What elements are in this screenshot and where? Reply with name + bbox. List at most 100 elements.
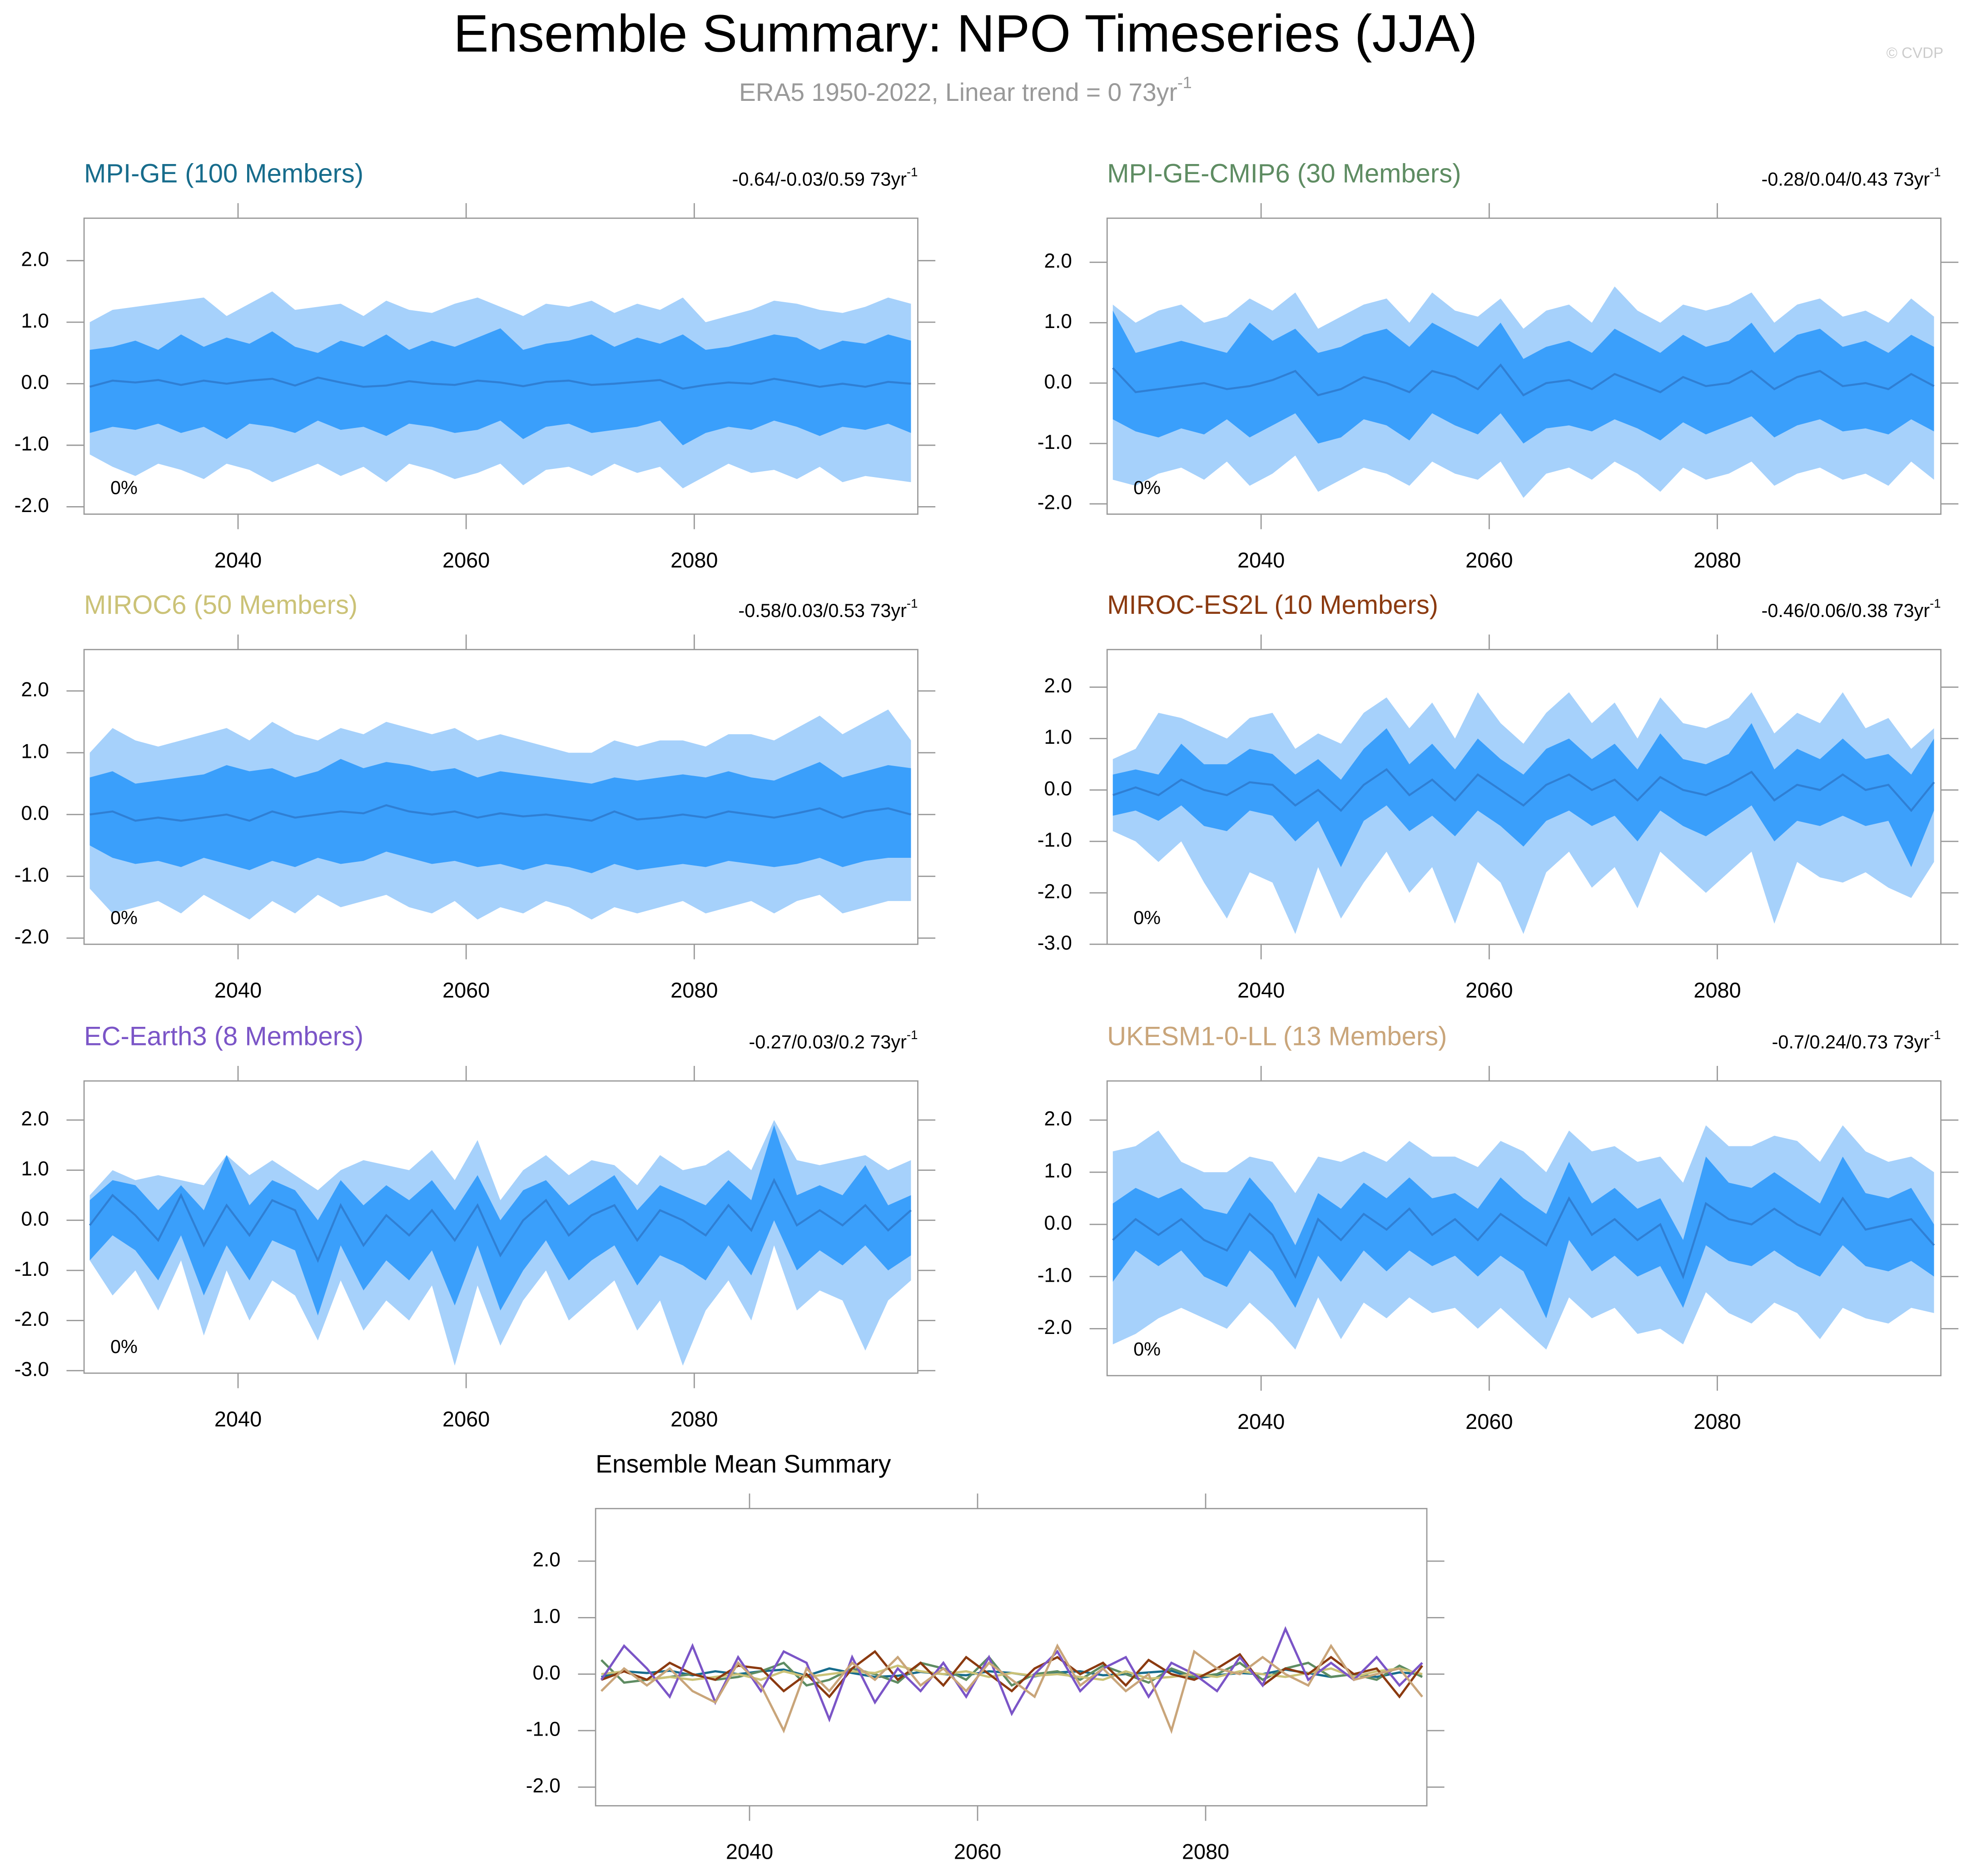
subtitle-sup: -1	[1177, 74, 1192, 92]
x-tick-label: 2040	[1237, 1410, 1285, 1433]
plot-frame	[83, 1080, 918, 1374]
trend-text: -0.46/0.06/0.38 73yr	[1762, 600, 1930, 621]
panel: 0% EC-Earth3 (8 Members) -0.27/0.03/0.2 73…	[15, 1022, 936, 1431]
note: 0%	[110, 477, 138, 498]
y-tick-label: 0.0	[21, 802, 49, 824]
trend-sup: -1	[1930, 165, 1941, 179]
y-tick-label: 2.0	[1044, 250, 1072, 272]
panel-title: UKESM1-0-LL (13 Members)	[1107, 1022, 1447, 1051]
y-tick-label: -1.0	[1038, 829, 1072, 851]
trend-annotation: -0.64/-0.03/0.59 73yr-1	[732, 165, 918, 189]
ensemble-mean-line	[601, 1650, 1424, 1699]
y-tick-label: 0.0	[532, 1662, 560, 1684]
plot-frame	[1106, 217, 1942, 515]
panel-title: Ensemble Mean Summary	[596, 1450, 891, 1478]
x-tick-label: 2060	[954, 1840, 1001, 1864]
y-tick-label: -2.0	[1038, 881, 1072, 903]
panel: 0% MPI-GE-CMIP6 (30 Members) -0.28/0.04/0.…	[1038, 159, 1959, 572]
y-tick-label: 1.0	[1044, 726, 1072, 748]
y-tick-label: 2.0	[21, 248, 49, 270]
trend-annotation: -0.58/0.03/0.53 73yr-1	[738, 597, 918, 621]
y-tick-label: 0.0	[1044, 777, 1072, 800]
panel: 0% MPI-GE (100 Members) -0.64/-0.03/0.59 7…	[15, 159, 936, 572]
main-title: Ensemble Summary: NPO Timeseries (JJA)	[453, 4, 1477, 63]
note: 0%	[110, 1336, 138, 1357]
note: 0%	[1133, 1339, 1161, 1359]
note: 0%	[1133, 907, 1161, 928]
trend-sup: -1	[1930, 597, 1941, 611]
y-tick-label: -2.0	[15, 926, 49, 948]
x-tick-label: 2060	[1465, 979, 1513, 1002]
x-tick-label: 2080	[1693, 979, 1741, 1002]
y-tick-label: -2.0	[15, 1308, 49, 1330]
trend-text: -0.28/0.04/0.43 73yr	[1762, 169, 1930, 189]
panel-title: MIROC6 (50 Members)	[84, 591, 357, 620]
plot-frame	[83, 649, 918, 945]
mean-line	[1112, 768, 1935, 812]
y-tick-label: 1.0	[21, 740, 49, 762]
trend-text: -0.64/-0.03/0.59 73yr	[732, 169, 907, 189]
plot-frame	[1106, 1080, 1942, 1377]
y-tick-label: 0.0	[1044, 371, 1072, 393]
note: 0%	[110, 907, 138, 928]
ensemble-mean-line	[600, 1643, 1423, 1734]
y-tick-label: 2.0	[21, 1108, 49, 1130]
spread-band	[1112, 310, 1934, 444]
y-tick-label: -1.0	[15, 1258, 49, 1280]
x-tick-label: 2080	[1693, 1410, 1741, 1433]
panel: Ensemble Mean Summary 2.0 1.0 0.0 -1.0 -2.0 20…	[526, 1450, 1445, 1864]
y-tick-label: -3.0	[1038, 932, 1072, 954]
panel-title: MPI-GE (100 Members)	[84, 159, 363, 189]
subtitle: ERA5 1950-2022, Linear trend = 0 73yr-1	[739, 74, 1192, 106]
spread-band	[1112, 1156, 1934, 1319]
spread-band	[1112, 723, 1934, 867]
y-tick-label: 1.0	[21, 310, 49, 332]
spread-band	[89, 328, 911, 445]
ensemble-mean-line	[601, 1664, 1423, 1681]
trend-annotation: -0.7/0.24/0.73 73yr-1	[1772, 1028, 1941, 1052]
mean-line	[89, 376, 911, 390]
x-tick-label: 2040	[214, 548, 262, 572]
x-tick-label: 2040	[726, 1840, 773, 1864]
y-tick-label: 2.0	[532, 1549, 560, 1571]
mean-line	[89, 804, 911, 822]
panel: 0% MIROC-ES2L (10 Members) -0.46/0.06/0.38…	[1038, 591, 1959, 1002]
mean-line	[1112, 363, 1935, 397]
x-tick-label: 2080	[1693, 548, 1741, 572]
x-tick-label: 2040	[1237, 979, 1285, 1002]
x-tick-label: 2060	[1465, 548, 1513, 572]
plot-frame	[83, 217, 918, 515]
y-tick-label: -1.0	[526, 1718, 561, 1741]
x-tick-label: 2060	[442, 1408, 490, 1431]
trend-sup: -1	[907, 597, 918, 611]
x-tick-label: 2040	[214, 1408, 262, 1431]
panel: 0% MIROC6 (50 Members) -0.58/0.03/0.53 73y…	[15, 591, 936, 1002]
note: 0%	[1133, 477, 1161, 498]
plot-frame	[1106, 649, 1942, 945]
plot-frame	[595, 1508, 1428, 1806]
y-tick-label: -2.0	[15, 494, 49, 517]
x-tick-label: 2080	[670, 548, 718, 572]
trend-text: -0.27/0.03/0.2 73yr	[749, 1031, 907, 1052]
y-tick-label: -2.0	[1038, 492, 1072, 514]
y-tick-label: 0.0	[21, 1208, 49, 1230]
x-tick-label: 2040	[1237, 548, 1285, 572]
y-tick-label: 1.0	[21, 1158, 49, 1180]
x-tick-label: 2080	[1182, 1840, 1229, 1864]
x-tick-label: 2060	[1465, 1410, 1513, 1433]
watermark: © CVDP	[1887, 45, 1944, 61]
y-tick-label: 2.0	[1044, 675, 1072, 697]
panel-title: EC-Earth3 (8 Members)	[84, 1022, 363, 1051]
ensemble-mean-line	[600, 1626, 1423, 1723]
y-tick-label: -1.0	[1038, 431, 1072, 453]
subtitle-text: ERA5 1950-2022, Linear trend = 0 73yr	[739, 78, 1177, 106]
panel-title: MPI-GE-CMIP6 (30 Members)	[1107, 159, 1461, 189]
x-tick-label: 2080	[670, 979, 718, 1002]
trend-annotation: -0.28/0.04/0.43 73yr-1	[1762, 165, 1941, 189]
y-tick-label: 0.0	[1044, 1212, 1072, 1234]
mean-line	[89, 1178, 912, 1263]
y-tick-label: 0.0	[21, 371, 49, 393]
trend-sup: -1	[907, 165, 918, 179]
